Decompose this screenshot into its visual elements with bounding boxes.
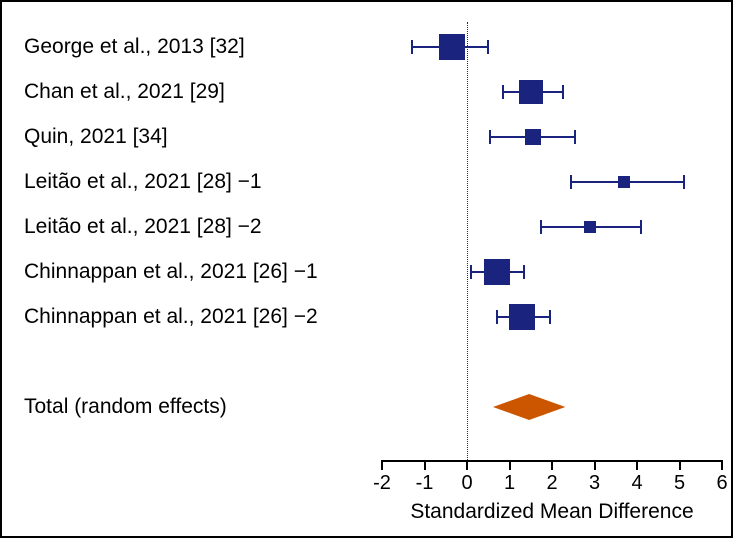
ci-cap bbox=[502, 85, 504, 99]
x-tick-label: 4 bbox=[631, 472, 642, 495]
point-estimate bbox=[584, 221, 596, 233]
ci-cap bbox=[411, 40, 413, 54]
ci-cap bbox=[683, 175, 685, 189]
point-estimate bbox=[484, 259, 510, 285]
ci-cap bbox=[523, 265, 525, 279]
ci-cap bbox=[640, 220, 642, 234]
study-label: Quin, 2021 [34] bbox=[24, 125, 168, 149]
forest-plot-figure: Standardized Mean Difference -2 -1 0 1 2 3 4 5 6… bbox=[0, 0, 733, 538]
x-tick-label: 2 bbox=[546, 472, 557, 495]
point-estimate bbox=[525, 129, 541, 145]
study-label: Chan et al., 2021 [29] bbox=[24, 80, 225, 104]
x-tick bbox=[466, 460, 468, 470]
x-tick-label: -1 bbox=[416, 472, 434, 495]
summary-diamond bbox=[493, 394, 565, 420]
x-tick bbox=[679, 460, 681, 470]
x-tick bbox=[381, 460, 383, 470]
zero-reference-line bbox=[467, 22, 468, 460]
x-tick-label: 6 bbox=[716, 472, 727, 495]
point-estimate bbox=[618, 176, 630, 188]
ci-cap bbox=[487, 40, 489, 54]
ci-cap bbox=[562, 85, 564, 99]
point-estimate bbox=[439, 34, 465, 60]
x-tick-label: 0 bbox=[461, 472, 472, 495]
study-label: Chinnappan et al., 2021 [26] −2 bbox=[24, 305, 318, 329]
x-tick bbox=[551, 460, 553, 470]
point-estimate bbox=[519, 80, 543, 104]
x-tick bbox=[424, 460, 426, 470]
x-tick bbox=[509, 460, 511, 470]
x-tick bbox=[594, 460, 596, 470]
ci-cap bbox=[570, 175, 572, 189]
ci-cap bbox=[489, 130, 491, 144]
x-tick-label: 5 bbox=[674, 472, 685, 495]
ci-cap bbox=[549, 310, 551, 324]
x-tick-label: 3 bbox=[589, 472, 600, 495]
study-label: Leitão et al., 2021 [28] −1 bbox=[24, 170, 262, 194]
summary-label: Total (random effects) bbox=[24, 395, 227, 419]
x-tick-label: 1 bbox=[504, 472, 515, 495]
x-tick bbox=[636, 460, 638, 470]
study-label: Chinnappan et al., 2021 [26] −1 bbox=[24, 260, 318, 284]
x-tick-label: -2 bbox=[373, 472, 391, 495]
study-label: George et al., 2013 [32] bbox=[24, 35, 245, 59]
ci-cap bbox=[496, 310, 498, 324]
ci-cap bbox=[540, 220, 542, 234]
ci-cap bbox=[574, 130, 576, 144]
x-axis-label: Standardized Mean Difference bbox=[382, 500, 722, 524]
x-tick bbox=[721, 460, 723, 470]
ci-cap bbox=[470, 265, 472, 279]
study-label: Leitão et al., 2021 [28] −2 bbox=[24, 215, 262, 239]
point-estimate bbox=[509, 304, 535, 330]
